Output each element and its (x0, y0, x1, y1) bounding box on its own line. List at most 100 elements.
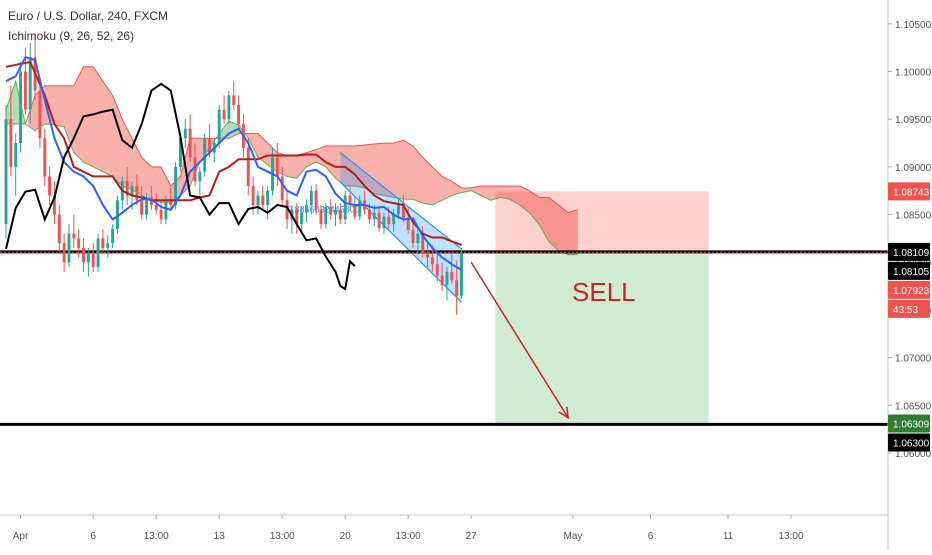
price-label-box (888, 280, 930, 299)
candle-body (450, 271, 454, 281)
candle (14, 133, 18, 196)
candle-body (135, 185, 139, 201)
candle-body (295, 209, 299, 225)
candle (445, 267, 449, 301)
candle-body (72, 233, 76, 239)
candle (72, 214, 76, 248)
candle (159, 200, 163, 225)
candle-body (397, 203, 400, 215)
x-tick-label: 13:00 (396, 531, 421, 542)
candle-body (67, 233, 71, 263)
y-tick-label: 1.06000 (895, 449, 932, 460)
candle-body (208, 138, 211, 153)
candle-body (411, 229, 415, 244)
candle-body (159, 209, 163, 220)
x-tick-label: 6 (648, 531, 654, 542)
candle (28, 42, 32, 124)
sell-arrow-head (558, 406, 570, 420)
candle (319, 205, 323, 229)
candle (67, 224, 71, 268)
candle (314, 184, 318, 215)
candle-body (154, 205, 158, 210)
candle-body (198, 171, 202, 182)
x-tick-label: 27 (466, 531, 478, 542)
price-label-box (888, 433, 930, 452)
candle (455, 260, 459, 315)
candle-body (130, 185, 134, 196)
candle (334, 203, 337, 227)
candle-body (445, 271, 449, 286)
candle-body (38, 90, 42, 139)
candle-body (232, 95, 236, 105)
channel-fill (340, 152, 462, 303)
candle-body (353, 205, 357, 217)
chart-title: Euro / U.S. Dollar, 240, FXCM (8, 9, 169, 23)
candle-body (57, 214, 61, 244)
candle (9, 85, 13, 177)
candle (222, 95, 226, 124)
x-tick-label: 20 (340, 531, 352, 542)
candle-body (203, 138, 207, 172)
candle (348, 185, 352, 210)
candle (188, 114, 192, 163)
candle-body (367, 209, 371, 220)
candle-body (237, 104, 241, 124)
candle-body (387, 216, 391, 225)
x-tick-label: 6 (90, 531, 96, 542)
candle-body (460, 252, 463, 296)
candle-body (377, 212, 381, 228)
candle (101, 228, 105, 253)
price-label: 1.08109 (893, 248, 930, 259)
candle-body (169, 199, 173, 206)
candle-body (140, 200, 144, 215)
candle-body (125, 181, 129, 196)
candle-body (14, 143, 18, 167)
candle-body (188, 128, 192, 158)
candle-body (304, 205, 308, 213)
candle (246, 138, 250, 196)
kijun-sen-line (5, 60, 462, 247)
candle (120, 176, 124, 210)
candle (343, 190, 347, 225)
candle (48, 166, 52, 206)
candle (460, 247, 463, 299)
candle (304, 199, 308, 223)
candle (324, 203, 328, 229)
candle-body (324, 206, 328, 225)
candle-body (91, 252, 95, 268)
x-tick-label: 13:00 (144, 531, 169, 542)
candle (338, 203, 342, 225)
candle (430, 245, 434, 272)
candle-body (358, 200, 362, 217)
candle (280, 166, 284, 206)
candle (135, 174, 139, 206)
candle-body (23, 71, 27, 110)
time-axis-bg (0, 515, 888, 550)
candle (169, 187, 173, 210)
candle-body (174, 166, 178, 206)
candle-body (43, 138, 47, 177)
candle (82, 238, 85, 272)
candle (62, 233, 66, 272)
candle (377, 206, 381, 232)
candle (86, 247, 90, 277)
candle-body (421, 233, 425, 253)
candle (232, 81, 236, 110)
sell-label: SELL (572, 277, 636, 307)
candle-body (343, 195, 347, 220)
candle-body (251, 185, 255, 206)
candle-body (426, 252, 430, 258)
candle (19, 61, 22, 153)
sell-arrow-shaft (470, 261, 569, 419)
candle-body (217, 109, 221, 144)
y-tick-label: 1.08500 (895, 211, 932, 222)
candle-body (77, 238, 81, 248)
candle (295, 203, 299, 234)
x-tick-label: 13:00 (778, 531, 803, 542)
x-tick-label: 13:00 (270, 531, 295, 542)
position-stop-zone (495, 191, 709, 252)
candle-body (416, 233, 420, 244)
indicator-label: Ichimoku (9, 26, 52, 26) (8, 29, 135, 43)
